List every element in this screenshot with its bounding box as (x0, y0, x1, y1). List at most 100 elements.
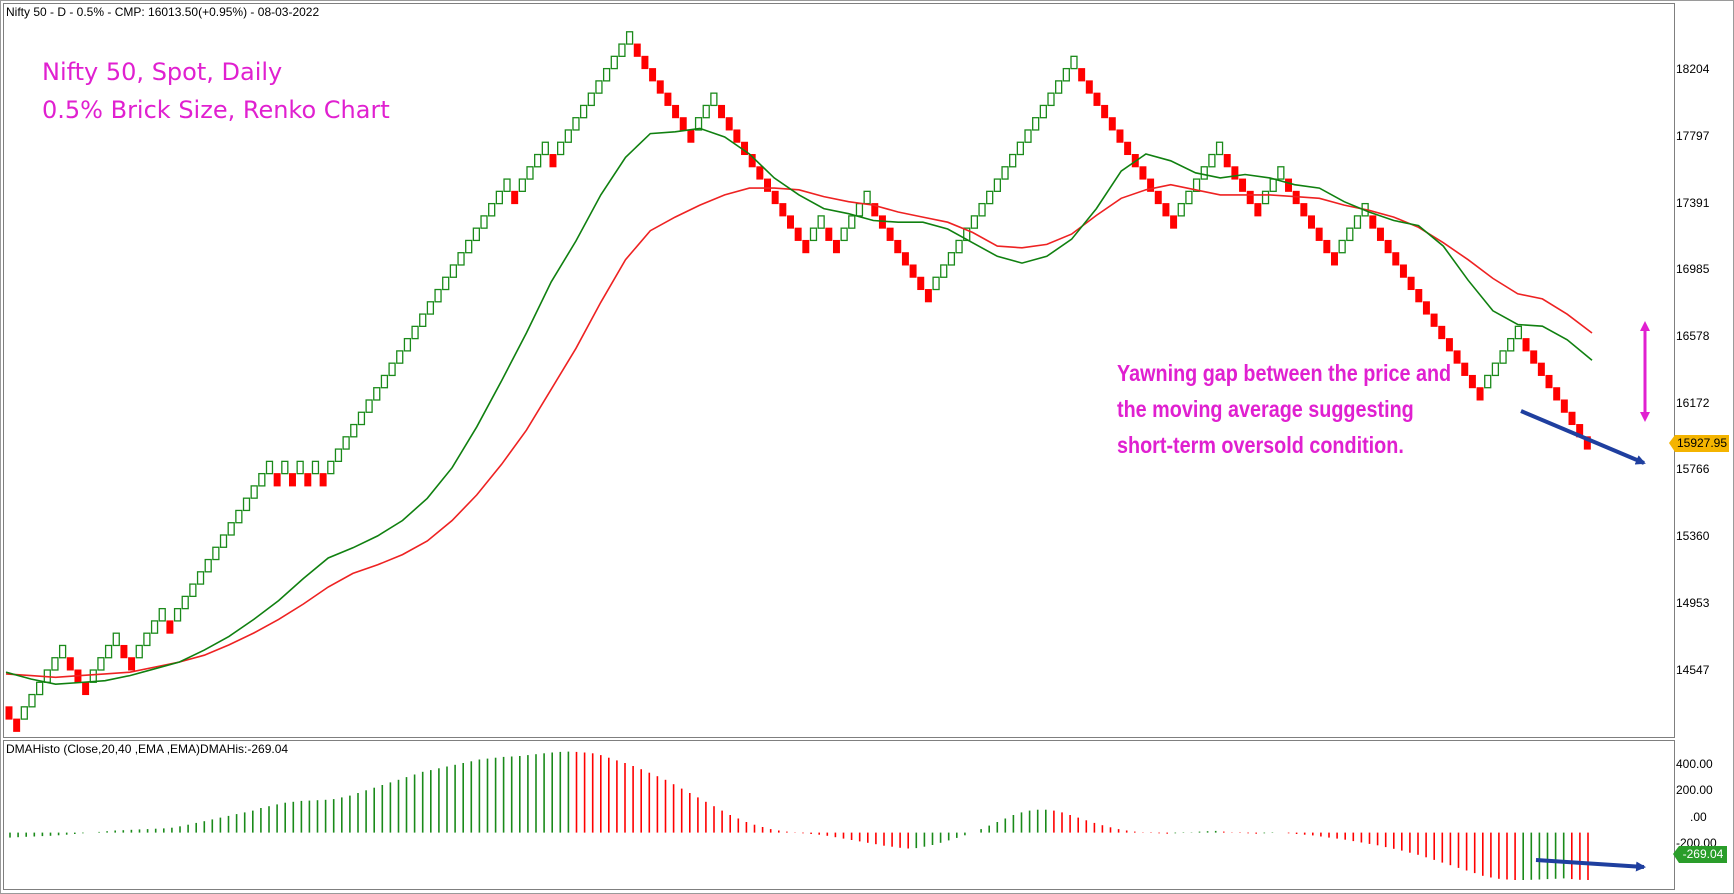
renko-brick-down (656, 80, 664, 94)
renko-brick-up (564, 129, 572, 143)
renko-brick-up (465, 239, 473, 254)
renko-brick-up (1185, 190, 1193, 205)
renko-brick-up (955, 239, 963, 254)
renko-brick-up (258, 472, 266, 487)
renko-brick-down (5, 706, 13, 720)
renko-brick-up (480, 215, 488, 229)
renko-brick-down (687, 129, 695, 143)
price-axis-tick: 16985 (1676, 262, 1710, 276)
renko-brick-up (541, 141, 549, 156)
renko-brick-down (1170, 215, 1178, 229)
renko-brick-up (1346, 227, 1354, 242)
renko-brick-up (940, 264, 948, 278)
renko-brick-up (97, 657, 105, 671)
renko-brick-up (250, 485, 258, 499)
renko-brick-down (1239, 178, 1247, 192)
renko-brick-up (281, 460, 289, 475)
renko-brick-up (196, 571, 205, 585)
renko-brick-down (1553, 387, 1561, 401)
renko-brick-down (304, 473, 312, 487)
annotation-note-line1: Yawning gap between the price and (1117, 360, 1452, 386)
renko-brick-up (1353, 215, 1362, 229)
renko-brick-up (357, 411, 366, 426)
renko-brick-down (764, 178, 772, 192)
renko-brick-down (1376, 227, 1384, 241)
renko-brick-up (242, 497, 251, 512)
renko-brick-up (135, 644, 143, 659)
renko-brick-up (1338, 239, 1346, 254)
renko-brick-up (212, 546, 220, 561)
renko-brick-down (1101, 104, 1109, 119)
renko-brick-down (771, 190, 779, 205)
renko-brick-up (595, 80, 603, 94)
renko-brick-up (296, 460, 304, 475)
renko-brick-up (350, 423, 358, 438)
renko-brick-up (449, 264, 458, 278)
renko-brick-up (143, 632, 151, 647)
renko-brick-down (1223, 154, 1231, 168)
renko-brick-down (1139, 166, 1147, 180)
renko-brick-up (181, 595, 189, 610)
renko-brick-down (1415, 289, 1423, 303)
renko-brick-up (442, 276, 450, 291)
renko-brick-up (89, 669, 97, 683)
renko-brick-down (733, 129, 741, 143)
price-panel[interactable] (3, 3, 1675, 738)
price-axis-tick: 14953 (1676, 596, 1710, 610)
renko-brick-down (1392, 252, 1400, 266)
renko-brick-up (104, 644, 113, 659)
renko-brick-down (549, 154, 557, 168)
renko-brick-down (1537, 362, 1545, 376)
renko-brick-up (419, 313, 427, 327)
renko-brick-up (380, 374, 389, 389)
renko-brick-up (1491, 362, 1500, 377)
price-axis-tick: 14547 (1676, 663, 1710, 677)
renko-brick-up (411, 325, 419, 340)
renko-brick-up (809, 227, 818, 242)
renko-brick-up (426, 301, 435, 315)
renko-brick-up (204, 558, 212, 573)
renko-brick-up (28, 693, 36, 708)
renko-brick-up (602, 67, 611, 82)
histogram-trend-arrow (1535, 858, 1646, 872)
renko-brick-down (832, 239, 840, 254)
renko-brick-down (273, 473, 281, 487)
renko-brick-up (855, 202, 864, 217)
renko-brick-down (1246, 190, 1254, 205)
renko-brick-up (1507, 337, 1515, 352)
renko-brick-up (173, 607, 182, 622)
indicator-panel[interactable] (3, 740, 1675, 890)
downtrend-arrow (1520, 409, 1646, 465)
renko-brick-down (13, 718, 21, 732)
renko-brick-up (1032, 117, 1040, 131)
renko-brick-up (311, 460, 320, 475)
renko-brick-down (1331, 252, 1338, 266)
renko-brick-up (334, 448, 343, 462)
renko-brick-up (557, 141, 565, 156)
renko-brick-down (794, 227, 802, 241)
renko-brick-down (679, 117, 687, 131)
renko-brick-down (672, 104, 680, 119)
renko-brick-up (1208, 153, 1216, 168)
renko-brick-up (503, 178, 511, 192)
renko-brick-down (1147, 178, 1155, 192)
renko-brick-down (1254, 203, 1262, 217)
renko-brick-down (1568, 411, 1576, 426)
renko-brick-down (82, 681, 90, 696)
dma-histogram (9, 751, 1646, 880)
renko-brick-up (457, 252, 465, 266)
renko-brick-down (718, 104, 726, 119)
renko-brick-down (641, 55, 649, 70)
renko-brick-down (825, 227, 833, 241)
renko-brick-down (288, 473, 296, 487)
renko-brick-up (1001, 166, 1009, 180)
renko-brick-up (112, 632, 120, 647)
renko-brick-down (319, 473, 327, 487)
renko-brick-up (587, 92, 595, 107)
renko-brick-down (1384, 239, 1392, 254)
renko-brick-up (1047, 92, 1055, 107)
renko-brick-up (1192, 178, 1201, 192)
renko-brick-down (886, 227, 894, 241)
renko-brick-down (779, 203, 787, 217)
renko-brick-up (518, 178, 526, 192)
